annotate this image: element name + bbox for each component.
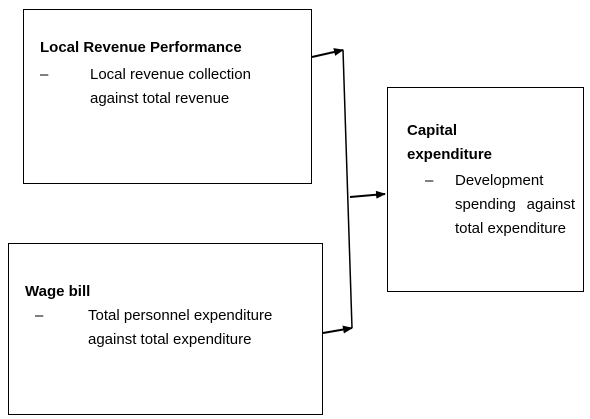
connector-line xyxy=(342,49,353,329)
bullet-dash: – xyxy=(425,172,434,189)
arrow xyxy=(311,48,344,58)
node-item: Development spending against total expen… xyxy=(455,172,575,237)
node-title: Capital expenditure xyxy=(407,122,493,163)
node-title: Wage bill xyxy=(25,283,91,300)
arrow xyxy=(349,190,386,199)
bullet-dash: – xyxy=(40,66,49,83)
arrow xyxy=(322,325,353,334)
node-title: Local Revenue Performance xyxy=(40,39,242,56)
node-box xyxy=(387,87,584,292)
node-item: Local revenue collection against total r… xyxy=(90,66,251,107)
node-box xyxy=(8,243,323,415)
bullet-dash: – xyxy=(35,307,44,324)
node-item: Total personnel expenditure against tota… xyxy=(88,307,273,348)
node-box xyxy=(23,9,312,184)
